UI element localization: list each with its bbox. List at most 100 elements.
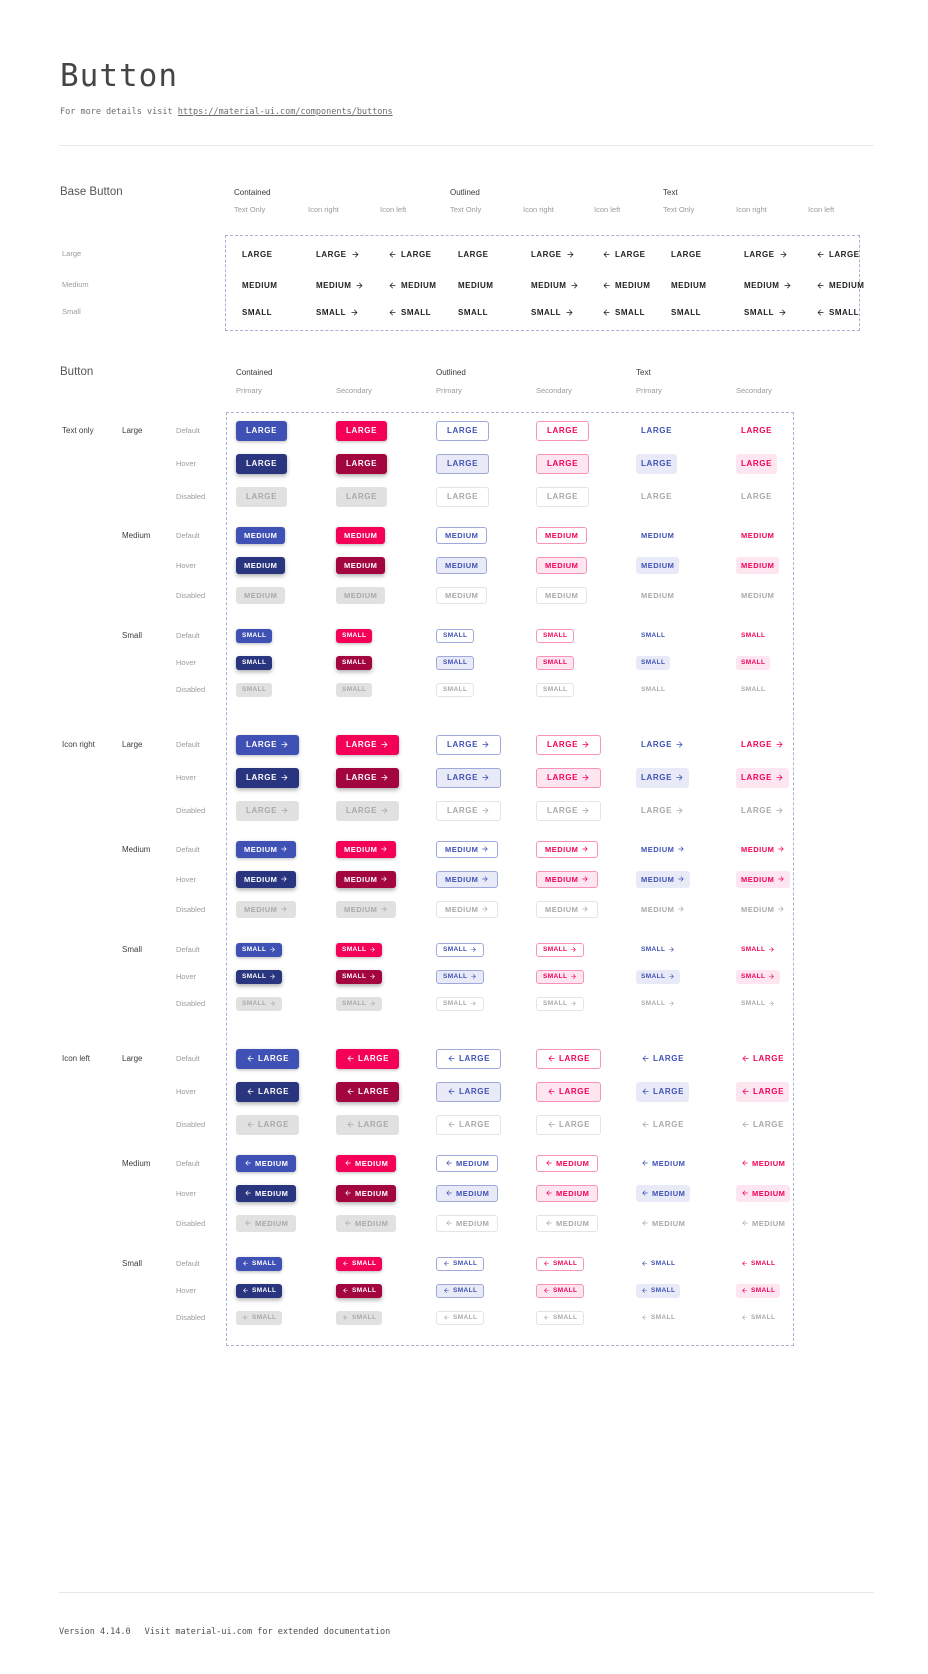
outlined-primary-disabled-large-button[interactable]: LARGE	[436, 486, 489, 507]
text-secondary-hover-medium-button[interactable]: MEDIUM	[736, 556, 780, 574]
outlined-secondary-default-medium-button[interactable]: MEDIUM	[536, 840, 599, 858]
contained-secondary-disabled-small-button[interactable]: SMALL	[336, 1310, 383, 1325]
contained-primary-default-large-button[interactable]: LARGE	[236, 420, 287, 441]
text-secondary-disabled-large-button[interactable]: LARGE	[736, 801, 789, 821]
outlined-secondary-disabled-medium-button[interactable]: MEDIUM	[536, 586, 588, 604]
contained-secondary-hover-medium-button[interactable]: MEDIUM	[336, 1184, 397, 1202]
text-secondary-hover-large-button[interactable]: LARGE	[736, 453, 777, 474]
text-primary-disabled-medium-button[interactable]: MEDIUM	[636, 1215, 690, 1232]
base-button-large-text-only[interactable]: LARGE	[671, 250, 702, 259]
text-secondary-default-large-button[interactable]: LARGE	[736, 421, 777, 441]
outlined-secondary-default-medium-button[interactable]: MEDIUM	[536, 1154, 599, 1172]
text-primary-hover-large-button[interactable]: LARGE	[636, 767, 689, 788]
base-button-large-text-only[interactable]: LARGE	[458, 250, 489, 259]
contained-secondary-default-medium-button[interactable]: MEDIUM	[336, 526, 386, 544]
outlined-primary-default-medium-button[interactable]: MEDIUM	[436, 1154, 499, 1172]
text-primary-disabled-large-button[interactable]: LARGE	[636, 801, 689, 821]
text-primary-hover-large-button[interactable]: LARGE	[636, 453, 677, 474]
text-primary-disabled-large-button[interactable]: LARGE	[636, 487, 677, 507]
base-button-small-text-only[interactable]: SMALL	[242, 308, 272, 317]
contained-secondary-hover-medium-button[interactable]: MEDIUM	[336, 870, 397, 888]
text-primary-default-large-button[interactable]: LARGE	[636, 1049, 689, 1069]
contained-secondary-hover-small-button[interactable]: SMALL	[336, 655, 373, 670]
outlined-secondary-hover-large-button[interactable]: LARGE	[536, 1081, 601, 1102]
text-primary-default-medium-button[interactable]: MEDIUM	[636, 841, 690, 858]
contained-primary-disabled-large-button[interactable]: LARGE	[236, 1114, 299, 1135]
outlined-primary-hover-large-button[interactable]: LARGE	[436, 453, 489, 474]
contained-primary-disabled-small-button[interactable]: SMALL	[236, 682, 273, 697]
outlined-primary-default-small-button[interactable]: SMALL	[436, 942, 485, 957]
base-button-large-icon-left[interactable]: LARGE	[602, 250, 646, 259]
outlined-secondary-hover-large-button[interactable]: LARGE	[536, 767, 601, 788]
contained-primary-hover-large-button[interactable]: LARGE	[236, 1081, 299, 1102]
contained-secondary-disabled-medium-button[interactable]: MEDIUM	[336, 1214, 397, 1232]
text-primary-hover-small-button[interactable]: SMALL	[636, 1283, 681, 1298]
outlined-primary-default-large-button[interactable]: LARGE	[436, 1048, 501, 1069]
base-button-medium-icon-right[interactable]: MEDIUM	[744, 281, 792, 290]
outlined-primary-disabled-large-button[interactable]: LARGE	[436, 1114, 501, 1135]
text-primary-hover-medium-button[interactable]: MEDIUM	[636, 556, 680, 574]
outlined-secondary-disabled-small-button[interactable]: SMALL	[536, 996, 585, 1011]
base-button-medium-icon-left[interactable]: MEDIUM	[602, 281, 650, 290]
outlined-secondary-disabled-large-button[interactable]: LARGE	[536, 486, 589, 507]
text-primary-hover-medium-button[interactable]: MEDIUM	[636, 870, 691, 888]
text-secondary-hover-large-button[interactable]: LARGE	[736, 1081, 789, 1102]
base-button-medium-icon-right[interactable]: MEDIUM	[316, 281, 364, 290]
docs-link[interactable]: https://material-ui.com/components/butto…	[177, 107, 393, 117]
text-secondary-disabled-small-button[interactable]: SMALL	[736, 1311, 780, 1325]
contained-primary-disabled-large-button[interactable]: LARGE	[236, 800, 299, 821]
outlined-secondary-disabled-small-button[interactable]: SMALL	[536, 1310, 585, 1325]
outlined-primary-disabled-medium-button[interactable]: MEDIUM	[436, 900, 499, 918]
contained-secondary-disabled-small-button[interactable]: SMALL	[336, 996, 383, 1011]
contained-secondary-disabled-small-button[interactable]: SMALL	[336, 682, 373, 697]
contained-primary-hover-small-button[interactable]: SMALL	[236, 1283, 283, 1298]
text-secondary-hover-large-button[interactable]: LARGE	[736, 767, 789, 788]
outlined-secondary-default-medium-button[interactable]: MEDIUM	[536, 526, 588, 544]
outlined-secondary-default-large-button[interactable]: LARGE	[536, 734, 601, 755]
text-primary-default-large-button[interactable]: LARGE	[636, 735, 689, 755]
base-button-large-icon-left[interactable]: LARGE	[388, 250, 432, 259]
contained-secondary-disabled-large-button[interactable]: LARGE	[336, 1114, 399, 1135]
contained-primary-disabled-medium-button[interactable]: MEDIUM	[236, 1214, 297, 1232]
outlined-primary-default-large-button[interactable]: LARGE	[436, 734, 501, 755]
text-secondary-hover-small-button[interactable]: SMALL	[736, 1283, 781, 1298]
text-secondary-disabled-medium-button[interactable]: MEDIUM	[736, 1215, 790, 1232]
text-secondary-disabled-small-button[interactable]: SMALL	[736, 683, 770, 697]
contained-primary-default-large-button[interactable]: LARGE	[236, 734, 299, 755]
contained-secondary-default-small-button[interactable]: SMALL	[336, 1256, 383, 1271]
base-button-medium-text-only[interactable]: MEDIUM	[671, 281, 706, 290]
contained-primary-default-large-button[interactable]: LARGE	[236, 1048, 299, 1069]
contained-secondary-hover-large-button[interactable]: LARGE	[336, 1081, 399, 1102]
contained-primary-hover-large-button[interactable]: LARGE	[236, 767, 299, 788]
text-primary-disabled-small-button[interactable]: SMALL	[636, 683, 670, 697]
outlined-primary-hover-small-button[interactable]: SMALL	[436, 1283, 485, 1298]
outlined-primary-disabled-medium-button[interactable]: MEDIUM	[436, 1214, 499, 1232]
base-button-small-text-only[interactable]: SMALL	[458, 308, 488, 317]
base-button-large-icon-right[interactable]: LARGE	[316, 250, 360, 259]
outlined-primary-default-small-button[interactable]: SMALL	[436, 628, 475, 643]
outlined-secondary-hover-small-button[interactable]: SMALL	[536, 1283, 585, 1298]
outlined-secondary-disabled-medium-button[interactable]: MEDIUM	[536, 900, 599, 918]
text-primary-default-large-button[interactable]: LARGE	[636, 421, 677, 441]
text-primary-disabled-medium-button[interactable]: MEDIUM	[636, 587, 679, 604]
outlined-secondary-hover-medium-button[interactable]: MEDIUM	[536, 556, 588, 574]
base-button-medium-text-only[interactable]: MEDIUM	[458, 281, 493, 290]
text-secondary-disabled-medium-button[interactable]: MEDIUM	[736, 587, 779, 604]
text-primary-default-small-button[interactable]: SMALL	[636, 943, 680, 957]
outlined-secondary-hover-medium-button[interactable]: MEDIUM	[536, 870, 599, 888]
text-secondary-disabled-medium-button[interactable]: MEDIUM	[736, 901, 790, 918]
base-button-large-icon-right[interactable]: LARGE	[531, 250, 575, 259]
outlined-primary-disabled-medium-button[interactable]: MEDIUM	[436, 586, 488, 604]
text-secondary-disabled-small-button[interactable]: SMALL	[736, 997, 780, 1011]
text-secondary-disabled-large-button[interactable]: LARGE	[736, 487, 777, 507]
contained-primary-default-medium-button[interactable]: MEDIUM	[236, 526, 286, 544]
contained-primary-hover-medium-button[interactable]: MEDIUM	[236, 556, 286, 574]
text-secondary-disabled-large-button[interactable]: LARGE	[736, 1115, 789, 1135]
contained-primary-default-small-button[interactable]: SMALL	[236, 1256, 283, 1271]
outlined-primary-disabled-large-button[interactable]: LARGE	[436, 800, 501, 821]
text-primary-hover-large-button[interactable]: LARGE	[636, 1081, 689, 1102]
text-secondary-default-large-button[interactable]: LARGE	[736, 735, 789, 755]
contained-secondary-disabled-medium-button[interactable]: MEDIUM	[336, 900, 397, 918]
text-secondary-default-medium-button[interactable]: MEDIUM	[736, 841, 790, 858]
outlined-secondary-hover-small-button[interactable]: SMALL	[536, 969, 585, 984]
